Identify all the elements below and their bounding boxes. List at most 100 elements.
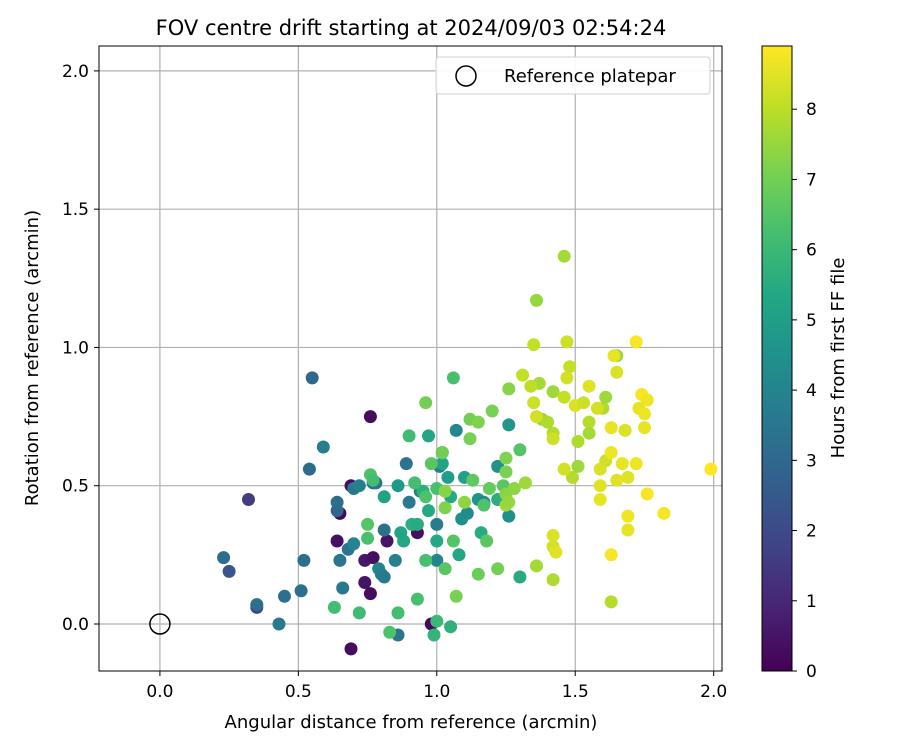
data-point: [640, 487, 654, 501]
colorbar-tick-label: 5: [806, 311, 817, 331]
legend-reference-marker: [455, 65, 477, 87]
data-point: [604, 446, 618, 459]
data-point: [217, 551, 231, 565]
data-point: [502, 382, 516, 396]
data-point: [444, 620, 458, 634]
data-point: [657, 506, 671, 520]
data-point: [513, 570, 527, 584]
data-point: [424, 457, 438, 471]
data-point: [391, 479, 405, 493]
colorbar-label: Hours from first FF file: [828, 258, 849, 459]
data-point: [388, 553, 402, 567]
legend-box: [435, 56, 711, 95]
data-point: [380, 534, 394, 548]
legend-entry-label: Reference platepar: [504, 66, 676, 87]
data-point: [527, 338, 541, 352]
data-point: [530, 559, 543, 573]
data-point: [629, 457, 643, 471]
data-point: [546, 573, 560, 587]
data-point: [449, 423, 463, 437]
data-point: [419, 490, 433, 504]
x-axis-label: Angular distance from reference (arcmin): [225, 712, 598, 733]
data-point: [302, 462, 316, 476]
data-point: [402, 495, 416, 509]
x-tick-label: 0.0: [146, 682, 173, 702]
data-point: [449, 589, 463, 603]
data-point: [566, 470, 579, 484]
data-point: [438, 501, 452, 515]
data-point: [446, 534, 460, 548]
data-point: [610, 365, 624, 379]
data-point: [430, 517, 444, 531]
y-tick-label: 1.0: [62, 338, 89, 358]
data-point: [242, 493, 255, 506]
data-point: [704, 462, 718, 476]
data-point: [430, 614, 444, 628]
data-point: [546, 385, 560, 399]
data-point: [593, 493, 607, 506]
data-point: [377, 523, 391, 537]
data-point: [330, 495, 344, 509]
data-point: [557, 462, 571, 476]
data-point: [294, 584, 308, 598]
data-point: [621, 509, 635, 523]
data-point: [482, 482, 496, 495]
data-point: [607, 349, 621, 363]
data-point: [430, 553, 444, 567]
axis-ticks: 0.0 0.5 1.0 1.5 2.0 0.0 0.5 1.0 1.5 2.0: [62, 62, 727, 702]
data-point: [316, 440, 330, 454]
data-point: [458, 495, 471, 509]
data-point: [491, 562, 505, 576]
data-point: [347, 537, 361, 551]
data-point: [502, 495, 516, 509]
legend: Reference platepar: [435, 56, 711, 95]
data-point: [640, 393, 654, 407]
data-point: [466, 473, 480, 487]
data-point: [352, 479, 366, 493]
data-point: [507, 482, 521, 495]
data-point: [499, 465, 513, 479]
data-point: [604, 421, 618, 435]
data-point: [427, 628, 441, 642]
data-point: [272, 617, 286, 631]
data-point: [327, 600, 341, 614]
data-point: [549, 545, 563, 559]
data-point: [557, 390, 571, 404]
data-point: [485, 404, 499, 418]
data-point: [477, 498, 491, 512]
data-point: [330, 534, 344, 548]
colorbar-tick-label: 4: [806, 381, 817, 401]
colorbar-tick-label: 2: [806, 522, 817, 542]
data-point: [402, 429, 416, 443]
data-point: [363, 587, 377, 601]
y-tick-label: 0.5: [62, 477, 89, 497]
data-point: [618, 423, 632, 437]
x-tick-label: 2.0: [700, 682, 727, 702]
colorbar-gradient: [761, 45, 793, 672]
data-point: [438, 562, 452, 576]
data-point: [502, 509, 516, 523]
y-tick-label: 1.5: [62, 200, 89, 220]
data-point: [408, 476, 422, 490]
data-point: [599, 390, 613, 404]
data-point: [621, 470, 635, 484]
data-point: [352, 606, 366, 620]
data-point: [530, 410, 543, 424]
data-point: [410, 517, 424, 531]
data-point: [604, 548, 618, 562]
data-point: [571, 459, 585, 473]
data-point: [361, 517, 375, 531]
x-tick-label: 1.5: [562, 682, 589, 702]
reference-marker: [149, 613, 171, 635]
data-point: [621, 523, 635, 537]
data-point: [563, 360, 577, 374]
data-point: [297, 553, 311, 567]
data-point: [513, 443, 527, 457]
data-point: [480, 534, 494, 548]
data-point: [560, 371, 574, 385]
data-point: [344, 642, 358, 656]
data-point: [638, 421, 651, 435]
data-point: [399, 457, 413, 471]
x-tick-label: 0.5: [285, 682, 312, 702]
colorbar-tick-label: 8: [806, 100, 817, 120]
